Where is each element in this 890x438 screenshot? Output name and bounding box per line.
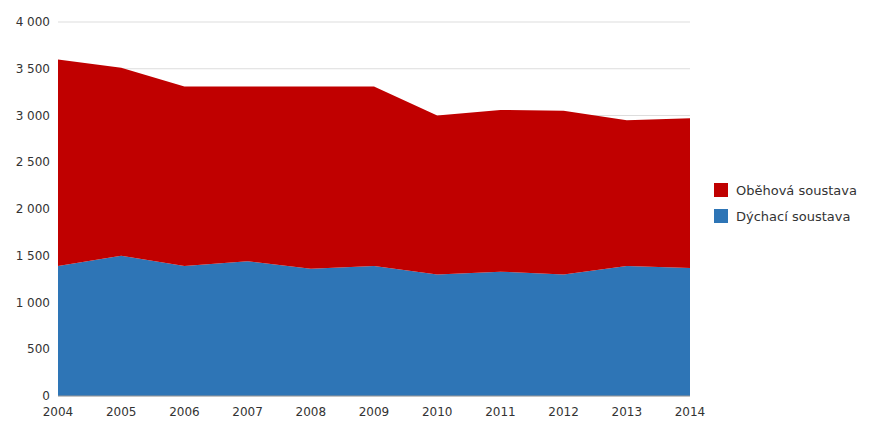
y-grid — [58, 22, 690, 396]
x-tick-label: 2011 — [485, 405, 516, 419]
x-tick-label: 2013 — [612, 405, 643, 419]
legend-swatch — [714, 209, 728, 223]
area — [58, 256, 690, 396]
y-tick-label: 3 000 — [16, 109, 50, 123]
x-tick-label: 2009 — [359, 405, 390, 419]
grid-line — [58, 68, 690, 69]
x-tick-label: 2005 — [106, 405, 137, 419]
legend-swatch — [714, 183, 728, 197]
y-tick-label: 3 500 — [16, 62, 50, 76]
x-tick-label: 2004 — [43, 405, 74, 419]
x-tick-label: 2014 — [675, 405, 706, 419]
y-tick-label: 2 500 — [16, 155, 50, 169]
chart-container: 0 500 1 000 1 500 2 000 2 500 3 000 3 500 4 000 2… — [0, 0, 890, 438]
y-tick-label: 0 — [42, 389, 50, 403]
x-tick-label: 2008 — [296, 405, 327, 419]
area — [58, 59, 690, 274]
legend: Oběhová soustava Dýchací soustava — [714, 183, 857, 224]
x-tick-label: 2010 — [422, 405, 453, 419]
x-tick-label: 2006 — [169, 405, 200, 419]
y-tick-label: 1 500 — [16, 249, 50, 263]
x-axis-line — [58, 396, 690, 397]
chart-svg: 0 500 1 000 1 500 2 000 2 500 3 000 3 500 4 000 2… — [0, 0, 890, 438]
x-tick-label: 2007 — [232, 405, 263, 419]
x-tick-label: 2012 — [548, 405, 579, 419]
areas — [58, 59, 690, 396]
grid-line — [58, 22, 690, 23]
y-tick-label: 500 — [27, 342, 50, 356]
legend-label: Oběhová soustava — [736, 183, 857, 198]
y-tick-label: 2 000 — [16, 202, 50, 216]
y-tick-label: 4 000 — [16, 15, 50, 29]
y-tick-label: 1 000 — [16, 296, 50, 310]
grid-line — [58, 396, 690, 397]
legend-label: Dýchací soustava — [736, 209, 850, 224]
